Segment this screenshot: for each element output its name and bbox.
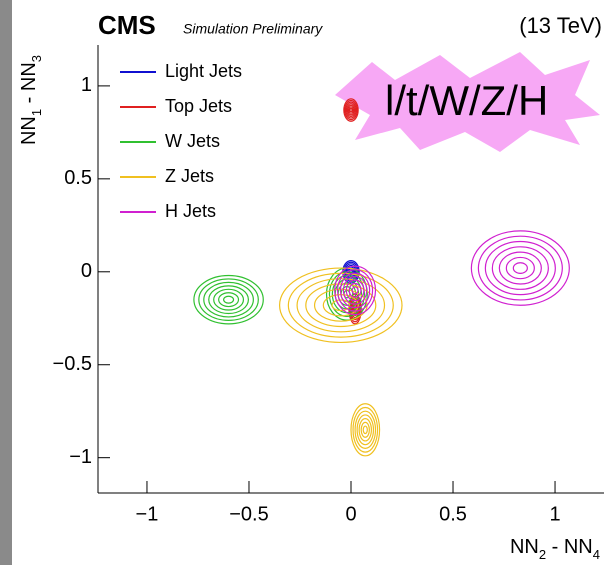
contour-line <box>350 403 381 457</box>
contour-line <box>470 230 570 306</box>
contour-line <box>491 246 549 290</box>
contour-line <box>339 272 371 309</box>
y-tick-label: 0 <box>81 260 92 282</box>
contour-line <box>345 279 365 302</box>
contour-line <box>213 288 245 311</box>
x-tick-label: 1 <box>549 503 560 525</box>
contour-line <box>505 256 535 280</box>
xlabel-part: NN <box>510 536 539 558</box>
contour-blob <box>193 274 264 325</box>
y-tick-label: 0.5 <box>64 167 92 189</box>
side-strip <box>0 0 12 565</box>
x-tick-label: −0.5 <box>229 503 268 525</box>
y-tick-label: −1 <box>69 446 92 468</box>
contour-line <box>348 106 354 114</box>
contour-line <box>346 103 356 118</box>
contour-line <box>278 267 403 344</box>
chart-subtitle: Simulation Preliminary <box>183 21 323 37</box>
starburst <box>335 52 600 152</box>
contour-line <box>208 285 250 315</box>
contour-line <box>512 262 528 274</box>
contour-line <box>331 299 351 312</box>
contour-line <box>198 278 259 321</box>
y-axis-label: NN1 - NN3 <box>18 55 44 145</box>
contour-line <box>354 410 377 449</box>
contour-blob <box>350 403 381 457</box>
legend-label: Z Jets <box>165 166 214 186</box>
ylabel-part: 3 <box>29 55 44 62</box>
contour-line <box>345 101 357 119</box>
legend-label: W Jets <box>165 131 220 151</box>
contour-line <box>305 283 377 328</box>
y-tick-label: −0.5 <box>53 353 92 375</box>
contour-line <box>356 414 375 446</box>
contour-line <box>351 286 359 295</box>
x-tick-label: 0.5 <box>439 503 467 525</box>
x-tick-label: 0 <box>345 503 356 525</box>
contour-line <box>349 107 353 113</box>
contour-line <box>343 98 359 122</box>
ylabel-part: - NN <box>18 62 40 109</box>
contour-line <box>358 418 373 442</box>
xlabel-part: 4 <box>593 547 600 562</box>
contour-line <box>477 235 563 301</box>
ylabel-part: NN <box>18 116 40 145</box>
ylabel-part: 1 <box>29 109 44 116</box>
contour-line <box>203 281 254 318</box>
contour-line <box>223 295 235 304</box>
contour-line <box>344 99 358 121</box>
contour-line <box>348 282 362 298</box>
legend-label: H Jets <box>165 201 216 221</box>
contour-blob <box>334 265 377 316</box>
y-tick-label: 1 <box>81 74 92 96</box>
contour-line <box>336 269 374 312</box>
x-tick-label: −1 <box>136 503 159 525</box>
xlabel-part: 2 <box>539 547 546 562</box>
contour-line <box>342 275 368 305</box>
contour-line <box>347 104 355 116</box>
contour-line <box>287 272 394 338</box>
contour-blob <box>343 98 359 122</box>
contour-line <box>498 251 542 285</box>
chart-title: CMS <box>98 10 156 40</box>
contour-line <box>334 265 377 316</box>
contour-line <box>360 421 370 438</box>
contour-line <box>218 292 240 308</box>
contour-line <box>193 274 264 325</box>
contour-line <box>484 240 556 296</box>
legend-label: Top Jets <box>165 96 232 116</box>
x-axis-label: NN2 - NN4 <box>510 536 600 562</box>
contour-line <box>352 406 379 453</box>
xlabel-part: - NN <box>546 536 593 558</box>
contour-blob <box>470 230 570 306</box>
legend-label: Light Jets <box>165 61 242 81</box>
energy-label: (13 TeV) <box>519 13 602 38</box>
contour-line <box>362 425 368 435</box>
annotation: l/t/W/Z/H <box>385 77 548 124</box>
